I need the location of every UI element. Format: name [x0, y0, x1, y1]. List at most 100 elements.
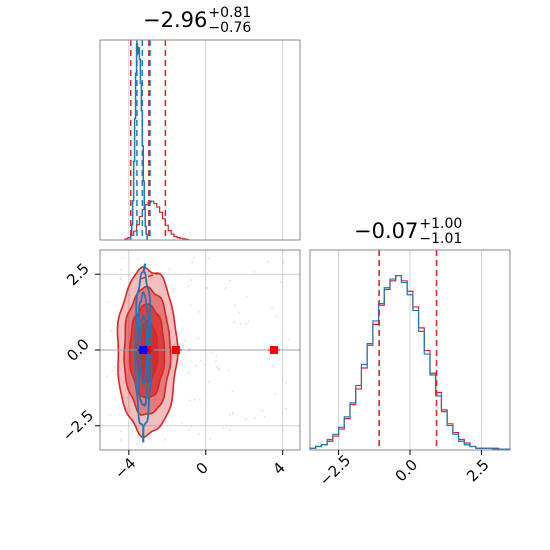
sample-point [114, 373, 117, 376]
sample-point [136, 257, 139, 260]
sample-point [263, 415, 266, 418]
sample-point [136, 436, 139, 438]
sample-point [119, 277, 122, 280]
joint-xtick-label-1: 0 [192, 459, 211, 478]
sample-point [187, 428, 190, 431]
sample-point [180, 422, 183, 425]
sample-point [217, 368, 220, 371]
sample-point [271, 307, 273, 310]
sample-point [119, 269, 122, 271]
sample-point [106, 375, 108, 378]
sample-point [193, 398, 196, 401]
sample-point [232, 411, 235, 414]
sample-point [135, 442, 138, 445]
sample-point [168, 268, 171, 271]
sample-point [110, 330, 113, 333]
sample-point [233, 321, 236, 324]
param2-histogram-blue [309, 274, 511, 450]
sample-point [162, 272, 165, 275]
param1-title-minus: −0.76 [208, 20, 252, 36]
sample-point [246, 296, 249, 298]
sample-point [189, 360, 192, 363]
sample-point [231, 390, 234, 393]
sample-point [106, 300, 109, 303]
joint-xtick-label-2: 4 [269, 459, 288, 478]
sample-point [120, 430, 123, 432]
sample-point [204, 363, 207, 366]
sample-point [229, 279, 232, 282]
sample-point [155, 263, 157, 266]
sample-point [194, 365, 197, 367]
sample-point [154, 398, 157, 401]
sample-point [191, 261, 194, 264]
sample-point [113, 365, 116, 368]
sample-point [281, 260, 284, 263]
param2-xtick-label-0: −2.5 [316, 451, 354, 489]
sample-point [155, 299, 158, 301]
sample-point [218, 367, 221, 370]
sample-point [206, 272, 209, 275]
param2-histogram-red [309, 274, 511, 450]
joint-xtick-label-0: −4 [111, 454, 139, 482]
sample-point [231, 413, 234, 416]
joint-panel: −4 0 4 −2.5 0.0 2.5 [59, 249, 301, 483]
sample-point [245, 322, 248, 325]
sample-point [271, 364, 274, 367]
param2-title-value: −0.07 [354, 219, 419, 243]
sample-point [149, 276, 152, 279]
joint-sample-points [106, 256, 290, 445]
sample-point [164, 438, 167, 441]
sample-point [192, 256, 195, 259]
param1-histogram-panel [99, 39, 301, 241]
param1-title: −2.96 +0.81 −0.76 [143, 5, 251, 36]
sample-point [227, 369, 230, 372]
param2-title-minus: −1.01 [419, 231, 463, 247]
sample-point [238, 311, 240, 314]
sample-point [275, 315, 278, 318]
sample-point [188, 347, 191, 350]
sample-point [266, 261, 269, 263]
param1-frame [99, 39, 301, 241]
joint-ytick-label-2: 2.5 [63, 259, 93, 289]
sample-point [261, 409, 264, 412]
param2-title-plus: +1.00 [419, 216, 463, 232]
sample-point [247, 320, 250, 323]
sample-point [224, 287, 227, 289]
sample-point [120, 439, 123, 441]
sample-point [229, 414, 231, 416]
sample-point [209, 438, 212, 441]
sample-point [253, 271, 256, 273]
sample-point [244, 418, 247, 421]
sample-point [285, 346, 288, 349]
param2-xtick-label-1: 0.0 [392, 456, 422, 486]
sample-point [188, 399, 191, 402]
sample-point [127, 274, 130, 276]
param1-title-value: −2.96 [143, 8, 208, 32]
sample-point [206, 286, 208, 289]
sample-point [284, 381, 287, 384]
sample-point [189, 304, 192, 307]
sample-point [198, 398, 201, 401]
sample-point [279, 281, 282, 284]
sample-point [130, 400, 133, 403]
sample-point [197, 337, 200, 340]
sample-point [239, 322, 242, 325]
sample-point [119, 277, 122, 280]
sample-point [128, 294, 131, 296]
param2-title: −0.07 +1.00 −1.01 [354, 216, 462, 247]
sample-point [187, 372, 190, 374]
sample-point [189, 426, 192, 428]
sample-point [127, 359, 130, 362]
joint-red-dashed-segment [140, 272, 164, 280]
joint-blue-tail-top [142, 263, 147, 273]
sample-point [171, 377, 173, 380]
sample-point [215, 365, 218, 368]
param1-histogram-blue [130, 43, 148, 240]
sample-point [234, 304, 236, 307]
param1-title-plus: +0.81 [208, 5, 252, 21]
param1-histogram-red [124, 200, 190, 241]
sample-point [215, 360, 218, 362]
param2-xtick-label-2: 2.5 [463, 456, 493, 486]
joint-ytick-label-0: −2.5 [59, 407, 97, 445]
